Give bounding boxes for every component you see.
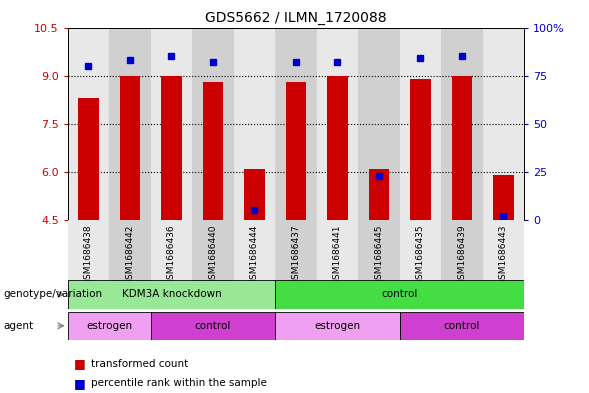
Bar — [358, 220, 400, 307]
Text: agent: agent — [3, 321, 33, 331]
Text: GSM1686436: GSM1686436 — [167, 224, 176, 285]
Bar — [441, 220, 483, 307]
Title: GDS5662 / ILMN_1720088: GDS5662 / ILMN_1720088 — [205, 11, 387, 25]
Text: GSM1686445: GSM1686445 — [375, 224, 383, 285]
Bar — [400, 220, 441, 307]
Bar — [151, 28, 192, 220]
Text: estrogen: estrogen — [86, 321, 133, 331]
Bar — [161, 76, 182, 220]
Text: transformed count: transformed count — [91, 358, 188, 369]
Bar — [109, 28, 151, 220]
Text: GSM1686440: GSM1686440 — [209, 224, 217, 285]
Text: GSM1686438: GSM1686438 — [84, 224, 93, 285]
Bar — [244, 169, 265, 220]
Bar — [327, 76, 348, 220]
Bar — [441, 28, 483, 220]
Text: control: control — [444, 321, 480, 331]
Text: control: control — [382, 289, 418, 299]
Text: genotype/variation: genotype/variation — [3, 289, 102, 299]
Text: ■: ■ — [74, 376, 85, 390]
Bar — [493, 175, 514, 220]
Bar — [120, 76, 140, 220]
Bar — [410, 79, 431, 220]
Text: estrogen: estrogen — [315, 321, 360, 331]
Bar — [452, 76, 472, 220]
Text: GSM1686444: GSM1686444 — [250, 224, 259, 285]
Text: KDM3A knockdown: KDM3A knockdown — [121, 289, 221, 299]
Text: ■: ■ — [74, 357, 85, 370]
Bar — [286, 82, 306, 220]
Bar — [151, 312, 275, 340]
Bar — [192, 28, 234, 220]
Bar — [275, 280, 524, 309]
Bar — [275, 220, 317, 307]
Bar — [317, 220, 358, 307]
Bar — [192, 220, 234, 307]
Text: percentile rank within the sample: percentile rank within the sample — [91, 378, 267, 388]
Bar — [275, 312, 400, 340]
Bar — [400, 312, 524, 340]
Bar — [68, 28, 109, 220]
Bar — [203, 82, 223, 220]
Bar — [109, 220, 151, 307]
Bar — [483, 220, 524, 307]
Bar — [275, 28, 317, 220]
Bar — [317, 28, 358, 220]
Text: GSM1686439: GSM1686439 — [458, 224, 466, 285]
Bar — [483, 28, 524, 220]
Bar — [234, 220, 275, 307]
Bar — [68, 280, 275, 309]
Bar — [151, 220, 192, 307]
Text: GSM1686435: GSM1686435 — [416, 224, 425, 285]
Bar — [369, 169, 389, 220]
Bar — [234, 28, 275, 220]
Bar — [68, 312, 151, 340]
Bar — [400, 28, 441, 220]
Bar — [358, 28, 400, 220]
Text: GSM1686442: GSM1686442 — [125, 224, 134, 285]
Bar — [68, 220, 109, 307]
Text: GSM1686443: GSM1686443 — [499, 224, 508, 285]
Bar — [78, 98, 99, 220]
Text: control: control — [195, 321, 231, 331]
Text: GSM1686441: GSM1686441 — [333, 224, 342, 285]
Text: GSM1686437: GSM1686437 — [292, 224, 300, 285]
